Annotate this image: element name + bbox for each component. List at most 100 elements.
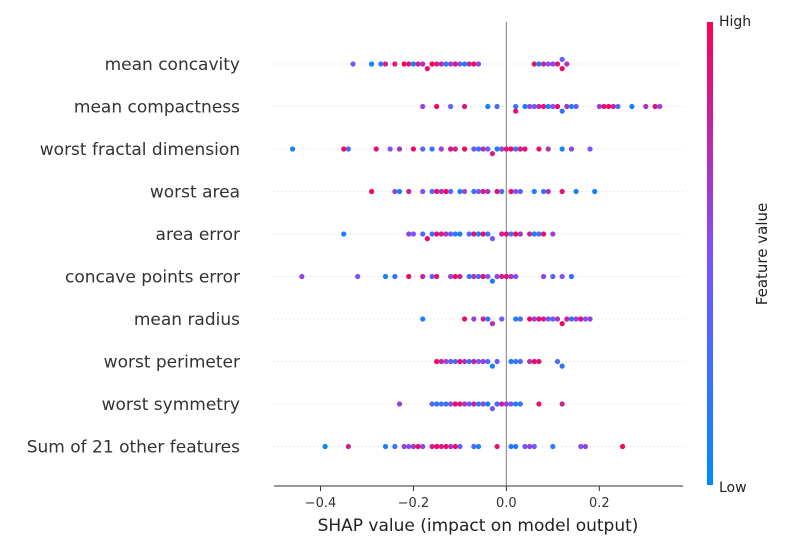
shap-point	[610, 103, 616, 110]
shap-point	[434, 231, 440, 237]
shap-point	[392, 188, 398, 195]
shap-point	[517, 188, 523, 195]
row-guide-lines	[274, 63, 683, 447]
shap-point	[415, 61, 421, 67]
shap-point	[513, 146, 519, 152]
shap-point	[531, 61, 537, 67]
shap-point	[457, 188, 463, 195]
shap-point	[485, 273, 491, 280]
shap-point	[392, 61, 398, 67]
shap-point	[527, 316, 533, 322]
shap-point	[550, 443, 556, 450]
shap-point	[475, 231, 482, 237]
shap-point	[559, 66, 565, 72]
shap-point	[466, 358, 472, 365]
shap-point	[494, 146, 500, 152]
shap-point	[499, 231, 505, 237]
shap-point	[513, 188, 519, 195]
shap-point	[568, 146, 575, 152]
shap-point	[448, 146, 454, 152]
shap-point	[513, 401, 519, 407]
shap-point	[517, 401, 523, 407]
shap-point	[289, 146, 296, 152]
shap-point	[494, 358, 500, 365]
shap-point	[475, 188, 482, 195]
shap-point	[517, 231, 523, 237]
shap-point	[568, 103, 575, 110]
shap-point	[452, 443, 458, 450]
shap-point	[536, 401, 542, 407]
shap-point	[429, 443, 435, 450]
shap-point	[587, 146, 593, 152]
shap-point	[522, 103, 528, 110]
shap-point	[499, 401, 505, 407]
shap-point	[410, 61, 417, 67]
shap-point	[382, 61, 389, 67]
shap-point	[480, 401, 486, 407]
feature-labels: mean concavity mean compactness worst frac…	[27, 55, 240, 458]
shap-point	[443, 401, 449, 407]
shap-point	[443, 231, 449, 237]
shap-point	[434, 103, 440, 110]
shap-point	[513, 103, 519, 110]
shap-point	[559, 108, 565, 114]
shap-point	[606, 103, 612, 110]
shap-point	[322, 443, 328, 450]
shap-point	[578, 316, 584, 322]
shap-point	[596, 103, 602, 110]
shap-point	[457, 273, 463, 280]
shap-point	[461, 146, 468, 152]
shap-point	[448, 231, 454, 237]
shap-point	[494, 443, 500, 450]
shap-point	[410, 146, 417, 152]
shap-point	[420, 188, 426, 195]
shap-point	[564, 103, 570, 110]
shap-point	[485, 316, 491, 322]
shap-point	[531, 443, 537, 450]
shap-point	[531, 231, 537, 237]
shap-point	[438, 358, 444, 365]
shap-point	[382, 273, 389, 280]
shap-point	[429, 146, 435, 152]
shap-point	[489, 236, 496, 242]
shap-point	[568, 316, 575, 322]
shap-point	[461, 316, 468, 322]
feature-label: worst fractal dimension	[40, 140, 240, 160]
colorbar-gradient	[707, 22, 713, 485]
shap-point	[471, 188, 477, 195]
shap-point	[503, 146, 509, 152]
shap-point	[434, 358, 440, 365]
shap-point	[438, 231, 444, 237]
shap-point	[434, 273, 440, 280]
shap-point	[517, 316, 523, 322]
shap-point	[475, 401, 482, 407]
shap-point	[382, 443, 389, 450]
shap-point	[550, 273, 556, 280]
shap-point	[438, 188, 444, 195]
shap-point	[480, 231, 486, 237]
shap-point	[420, 443, 426, 450]
shap-point	[448, 358, 454, 365]
shap-point	[540, 231, 547, 237]
shap-point	[573, 188, 579, 195]
shap-point	[466, 273, 472, 280]
shap-point	[573, 103, 579, 110]
shap-point	[392, 273, 398, 280]
shap-point	[424, 236, 430, 242]
shap-point	[550, 103, 556, 110]
shap-point	[420, 61, 426, 67]
shap-point	[369, 61, 375, 67]
shap-point	[527, 103, 533, 110]
shap-point	[503, 231, 509, 237]
shap-point	[494, 273, 500, 280]
shap-point	[550, 316, 556, 322]
shap-point	[536, 103, 542, 110]
shap-point	[401, 443, 407, 450]
shap-point	[536, 316, 542, 322]
shap-point	[448, 401, 454, 407]
shap-point	[438, 401, 444, 407]
shap-point	[410, 443, 417, 450]
shap-point	[540, 61, 547, 67]
shap-point	[420, 103, 426, 110]
shap-point	[531, 316, 537, 322]
